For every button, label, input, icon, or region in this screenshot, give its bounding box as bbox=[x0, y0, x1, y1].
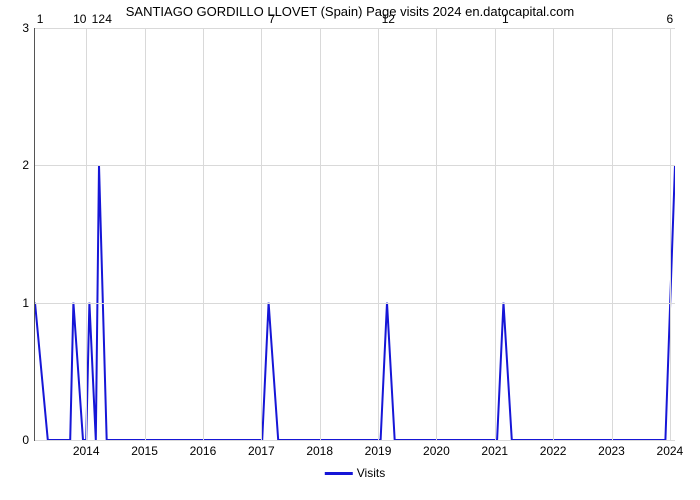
x-tick-label-year: 2016 bbox=[190, 440, 217, 458]
x-gridline bbox=[612, 28, 613, 440]
x-tick-label-year: 2022 bbox=[540, 440, 567, 458]
x-gridline bbox=[320, 28, 321, 440]
chart-plot-area: 0123201420152016201720182019202020212022… bbox=[34, 28, 675, 441]
x-tick-label-year: 2024 bbox=[657, 440, 684, 458]
x-tick-label-year: 2019 bbox=[365, 440, 392, 458]
x-tick-label-year: 2015 bbox=[131, 440, 158, 458]
x-tick-label-spike: 7 bbox=[268, 12, 275, 28]
y-tick-label: 0 bbox=[22, 433, 35, 447]
x-gridline bbox=[436, 28, 437, 440]
x-tick-label-year: 2017 bbox=[248, 440, 275, 458]
x-gridline bbox=[203, 28, 204, 440]
x-gridline bbox=[145, 28, 146, 440]
x-tick-label-spike: 1 bbox=[502, 12, 509, 28]
legend-swatch bbox=[325, 472, 353, 475]
y-gridline bbox=[35, 165, 675, 166]
x-tick-label-spike: 1 bbox=[37, 12, 44, 28]
x-tick-label-year: 2023 bbox=[598, 440, 625, 458]
legend: Visits bbox=[325, 466, 385, 480]
x-tick-label-year: 2014 bbox=[73, 440, 100, 458]
x-gridline bbox=[86, 28, 87, 440]
y-tick-label: 1 bbox=[22, 296, 35, 310]
y-gridline bbox=[35, 28, 675, 29]
legend-label: Visits bbox=[357, 466, 385, 480]
x-gridline bbox=[378, 28, 379, 440]
y-tick-label: 3 bbox=[22, 21, 35, 35]
line-series bbox=[35, 28, 675, 440]
x-gridline bbox=[553, 28, 554, 440]
x-tick-label-spike: 12 bbox=[382, 12, 395, 28]
x-gridline bbox=[495, 28, 496, 440]
x-tick-label-spike: 12 bbox=[92, 12, 105, 28]
y-tick-label: 2 bbox=[22, 158, 35, 172]
y-gridline bbox=[35, 303, 675, 304]
x-tick-label-spike: 4 bbox=[105, 12, 112, 28]
chart-container: SANTIAGO GORDILLO LLOVET (Spain) Page vi… bbox=[0, 0, 700, 500]
x-tick-label-spike: 6 bbox=[667, 12, 674, 28]
x-tick-label-spike: 10 bbox=[73, 12, 86, 28]
x-gridline bbox=[261, 28, 262, 440]
x-gridline bbox=[670, 28, 671, 440]
x-tick-label-year: 2018 bbox=[306, 440, 333, 458]
x-tick-label-year: 2021 bbox=[481, 440, 508, 458]
x-tick-label-year: 2020 bbox=[423, 440, 450, 458]
